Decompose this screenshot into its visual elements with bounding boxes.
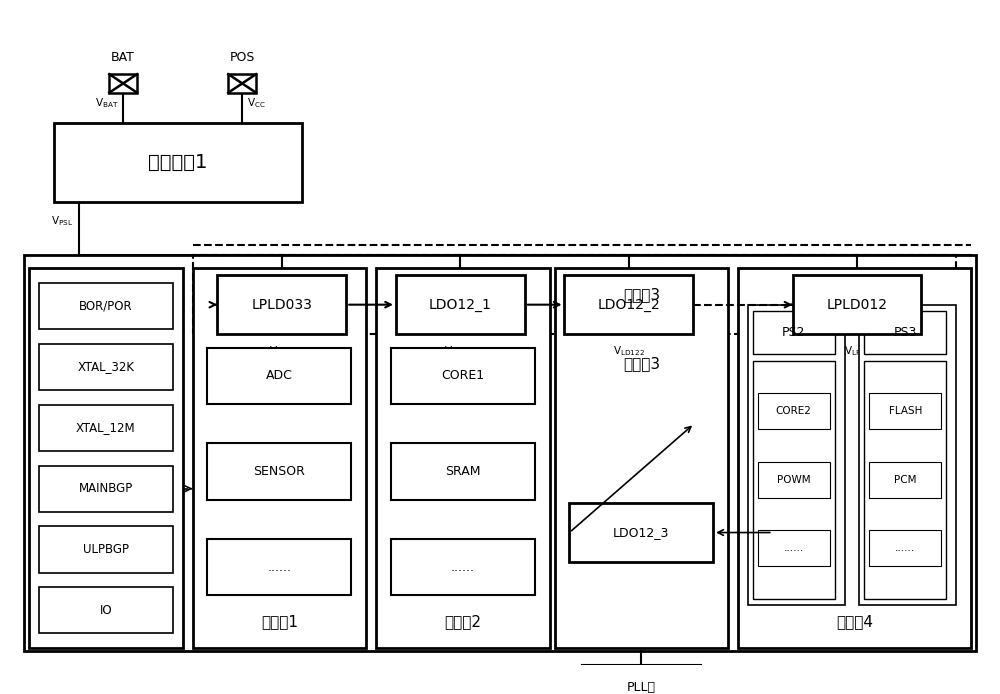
Text: V$_{\rm CC}$: V$_{\rm CC}$ [247,96,266,110]
Text: 电源块3: 电源块3 [623,357,660,371]
Text: 电源门控1: 电源门控1 [148,153,207,172]
Text: POWM: POWM [777,475,811,484]
Bar [391,348,535,404]
Bar [54,123,302,203]
Text: 电源块1: 电源块1 [261,614,298,629]
Text: ......: ...... [267,561,291,574]
Text: 电源块4: 电源块4 [836,614,873,629]
Text: BOR/POR: BOR/POR [79,300,133,312]
Bar [29,269,183,648]
Bar [193,255,956,335]
Bar [793,275,921,335]
Bar [396,275,525,335]
Bar [748,305,845,605]
Text: ......: ...... [895,543,915,553]
Bar [564,275,693,335]
Bar [869,393,941,430]
Text: CORE1: CORE1 [441,369,484,382]
Text: LDO12_2: LDO12_2 [598,298,660,312]
Text: V$_{\rm PSL}$: V$_{\rm PSL}$ [51,214,74,228]
Bar [39,344,173,390]
Text: FLASH: FLASH [889,406,922,416]
Bar [109,74,137,93]
Bar [869,462,941,498]
Text: MAINBGP: MAINBGP [79,482,133,495]
Bar [758,393,830,430]
Bar [753,312,835,354]
Text: POS: POS [229,51,255,64]
Bar [39,527,173,573]
Text: SRAM: SRAM [445,465,481,478]
Bar [758,530,830,566]
Bar [391,443,535,500]
Bar [555,269,728,648]
Bar [753,361,835,599]
Text: 电源块3: 电源块3 [623,287,660,303]
Bar [207,539,351,595]
Text: BAT: BAT [111,51,135,64]
Text: XTAL_32K: XTAL_32K [77,360,134,373]
Bar [39,587,173,634]
Bar [758,462,830,498]
Bar [376,269,550,648]
Text: LPLD033: LPLD033 [251,298,312,312]
Text: LPLD012: LPLD012 [827,298,888,312]
Bar [39,405,173,451]
Text: ADC: ADC [266,369,293,382]
Text: ......: ...... [451,561,475,574]
Bar [39,466,173,511]
Bar [859,305,956,605]
Bar [207,443,351,500]
Bar [207,348,351,404]
Text: ULPBGP: ULPBGP [83,543,129,556]
Text: SENSOR: SENSOR [253,465,305,478]
Text: V$_{\rm LP33}$: V$_{\rm LP33}$ [269,344,295,358]
Text: LDO12_1: LDO12_1 [429,298,492,312]
Text: ......: ...... [784,543,804,553]
Text: 电源块2: 电源块2 [444,614,481,629]
Bar [569,503,713,562]
Bar [193,269,366,648]
Text: XTAL_12M: XTAL_12M [76,421,136,434]
Text: LDO12_3: LDO12_3 [613,526,670,539]
Bar [391,539,535,595]
Bar [228,74,256,93]
Text: PS2: PS2 [782,326,805,339]
Bar [24,255,976,652]
Bar [864,312,946,354]
Text: V$_{\rm LP12}$: V$_{\rm LP12}$ [844,344,870,358]
Text: PS3: PS3 [894,326,917,339]
Bar [738,269,971,648]
Bar [39,283,173,329]
Text: IO: IO [100,604,112,617]
Text: V$_{\rm LD122}$: V$_{\rm LD122}$ [613,344,645,358]
Text: PCM: PCM [894,475,917,484]
Text: V$_{\rm LD121}$: V$_{\rm LD121}$ [444,344,476,358]
Text: V$_{\rm BAT}$: V$_{\rm BAT}$ [95,96,118,110]
Bar [582,665,701,694]
Bar [864,361,946,599]
Text: CORE2: CORE2 [776,406,812,416]
Bar [869,530,941,566]
Bar [217,275,346,335]
Text: PLL等: PLL等 [627,682,656,694]
